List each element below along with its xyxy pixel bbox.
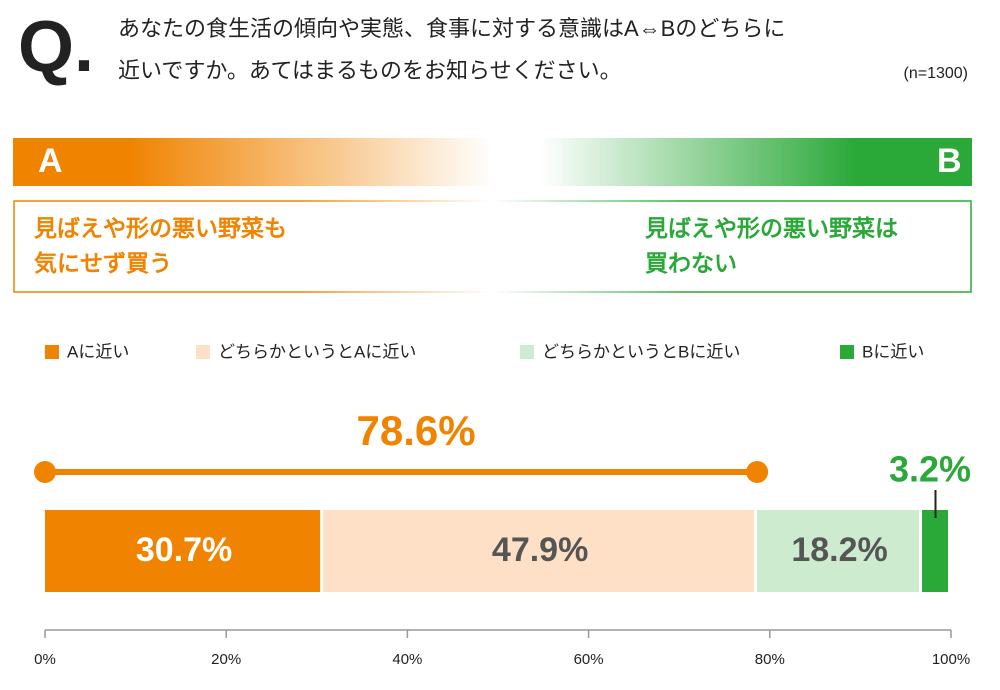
x-tick-label: 20% (211, 651, 241, 668)
x-tick-label: 0% (34, 651, 56, 668)
b-label: B (937, 142, 962, 180)
value-label: 47.9% (492, 531, 588, 569)
x-tick-label: 60% (574, 651, 604, 668)
x-tick-label: 40% (392, 651, 422, 668)
scale-band (13, 138, 972, 186)
question: 近いですか。あてはまるものをお知らせください。 (118, 58, 622, 83)
q-mark: Q. (18, 7, 94, 87)
a-statement: 気にせず買う (34, 250, 172, 276)
b-statement: 見ばえや形の悪い野菜は (645, 215, 898, 241)
x-tick-label: 100% (932, 651, 970, 668)
summary-label: 78.6% (357, 407, 476, 454)
value-label: 18.2% (791, 531, 887, 569)
legend-swatch (45, 345, 59, 359)
legend-swatch (840, 345, 854, 359)
bar-segment (922, 510, 948, 592)
bar-segment (757, 510, 920, 592)
sample-size: (n=1300) (904, 65, 969, 82)
legend-label: どちらかというとBに近い (542, 342, 740, 361)
summary-end (746, 461, 769, 483)
legend-swatch (196, 345, 210, 359)
value-label: 30.7% (136, 531, 232, 569)
b-statement: 買わない (645, 250, 737, 276)
value-label: 3.2% (889, 449, 971, 490)
question: あなたの食生活の傾向や実態、食事に対する意識はA⇔Bのどちらに (118, 16, 785, 41)
statement-box (13, 200, 972, 293)
legend-label: Bに近い (862, 342, 924, 361)
bar-segment (45, 510, 321, 592)
legend-swatch (520, 345, 534, 359)
a-statement: 見ばえや形の悪い野菜も (34, 215, 287, 241)
a-label: A (38, 142, 63, 180)
legend-label: どちらかというとAに近い (218, 342, 416, 361)
legend-label: Aに近い (67, 342, 129, 361)
summary-end (34, 461, 56, 483)
bar-segment (323, 510, 755, 592)
x-tick-label: 80% (755, 651, 785, 668)
